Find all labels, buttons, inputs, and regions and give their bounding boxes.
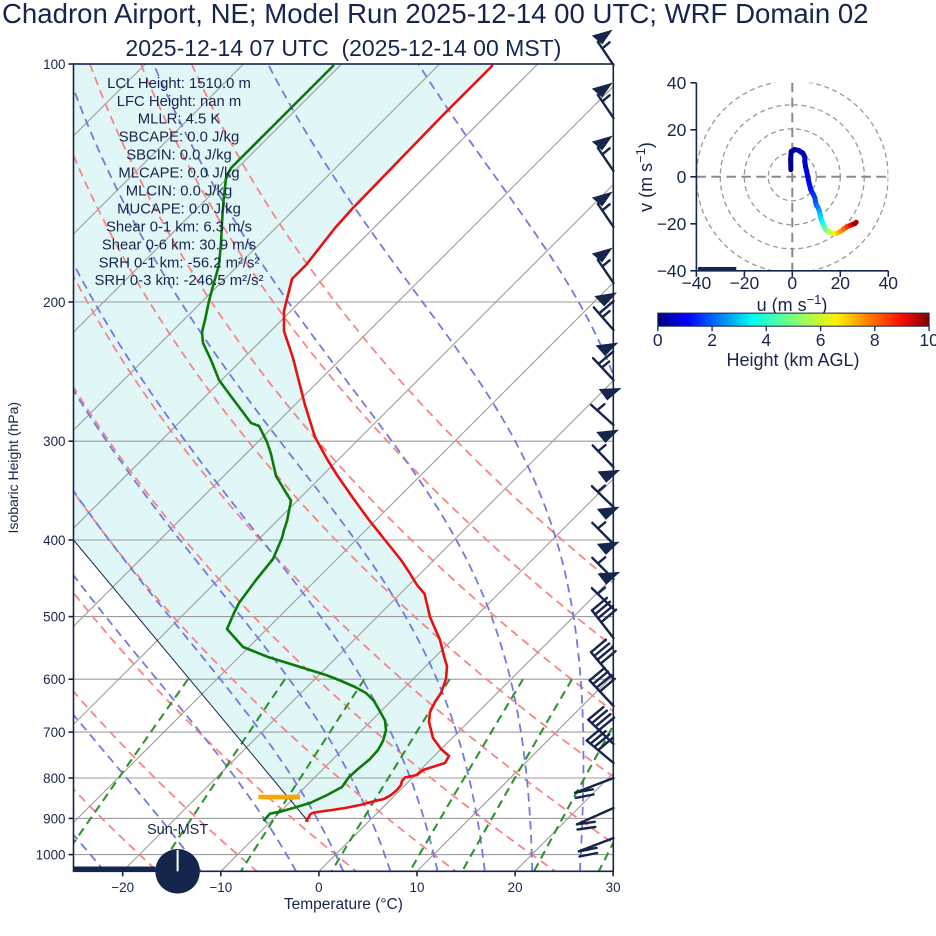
svg-text:0: 0 [787,273,797,293]
svg-text:Shear 0-1 km: 6.3 m/s: Shear 0-1 km: 6.3 m/s [106,219,252,235]
svg-text:Isobaric Height (hPa): Isobaric Height (hPa) [5,402,21,534]
svg-text:SBCAPE: 0.0 J/kg: SBCAPE: 0.0 J/kg [119,130,239,146]
svg-text:−20: −20 [657,214,687,234]
svg-text:30: 30 [606,880,621,895]
svg-text:20: 20 [667,120,687,140]
svg-text:500: 500 [43,610,65,625]
svg-text:600: 600 [43,672,65,687]
svg-text:MLCAPE: 0.0 J/kg: MLCAPE: 0.0 J/kg [118,166,239,182]
svg-text:400: 400 [43,533,65,548]
svg-text:−20: −20 [730,273,760,293]
svg-text:20: 20 [508,880,523,895]
svg-text:20: 20 [831,273,851,293]
svg-text:−10: −10 [209,880,232,895]
svg-text:4: 4 [761,330,771,350]
svg-text:SBCIN: 0.0 J/kg: SBCIN: 0.0 J/kg [126,148,232,164]
svg-text:40: 40 [879,273,899,293]
svg-text:Sun-MST: Sun-MST [147,822,208,838]
svg-text:MLLR: 4.5 K: MLLR: 4.5 K [138,112,221,128]
svg-text:900: 900 [43,811,65,826]
svg-text:Temperature (°C): Temperature (°C) [284,896,403,913]
svg-text:100: 100 [43,57,65,72]
svg-text:0: 0 [653,330,663,350]
svg-text:8: 8 [870,330,880,350]
svg-text:−40: −40 [657,261,687,281]
svg-text:0: 0 [677,167,687,187]
svg-text:6: 6 [816,330,826,350]
svg-text:1000: 1000 [36,848,66,863]
svg-text:−20: −20 [111,880,134,895]
svg-text:200: 200 [43,295,65,310]
svg-text:800: 800 [43,771,65,786]
svg-text:MLCIN: 0.0 J/kg: MLCIN: 0.0 J/kg [126,184,232,200]
svg-text:10: 10 [410,880,425,895]
svg-text:−40: −40 [682,273,712,293]
svg-text:2025-12-14 07 UTC (2025-12-14: 2025-12-14 07 UTC (2025-12-14 00 MST) [125,35,561,61]
svg-text:Chadron Airport, NE; Model Run: Chadron Airport, NE; Model Run 2025-12-1… [2,0,869,29]
svg-text:Height (km AGL): Height (km AGL) [726,350,859,370]
svg-text:LFC Height: nan m: LFC Height: nan m [117,94,242,110]
svg-text:700: 700 [43,725,65,740]
svg-text:10: 10 [919,330,936,350]
svg-text:SRH 0-1 km: -56.2 m²/s²: SRH 0-1 km: -56.2 m²/s² [99,255,260,271]
svg-text:SRH 0-3 km: -246.5 m²/s²: SRH 0-3 km: -246.5 m²/s² [94,273,263,289]
svg-text:2: 2 [707,330,717,350]
svg-text:MUCAPE: 0.0 J/kg: MUCAPE: 0.0 J/kg [117,201,241,217]
svg-text:Shear 0-6 km: 30.9 m/s: Shear 0-6 km: 30.9 m/s [102,237,256,253]
svg-text:0: 0 [315,880,322,895]
svg-text:40: 40 [667,73,687,93]
svg-text:300: 300 [43,434,65,449]
svg-text:LCL Height: 1510.0 m: LCL Height: 1510.0 m [107,76,251,92]
